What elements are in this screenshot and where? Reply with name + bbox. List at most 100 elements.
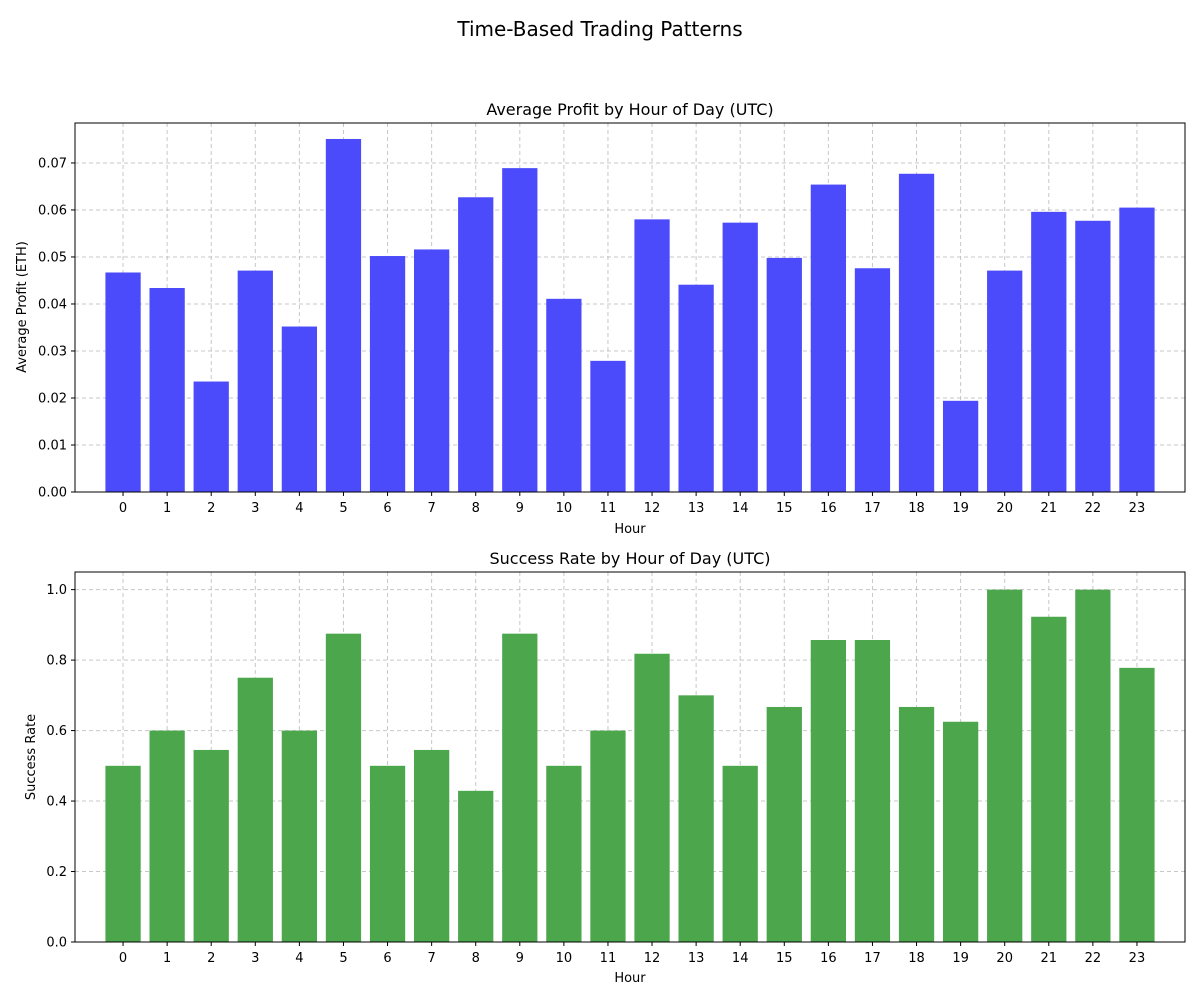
success-rate-bar-hour-16	[810, 640, 847, 942]
profit-ticks: 0 1 2 3 4 5 6 7 8 9 10 11 12 13 14 15 16 17 18 19 20 21 22 230.…	[38, 156, 1145, 516]
success-rate-y-tick-label: 0.2	[46, 865, 67, 880]
profit-bar-hour-22	[1075, 220, 1111, 492]
success-rate-x-axis-label: Hour	[614, 971, 646, 986]
profit-y-tick-label: 0.01	[38, 438, 67, 453]
profit-bars	[105, 138, 1155, 493]
success-rate-bar-hour-14	[722, 765, 758, 942]
profit-x-axis-label: Hour	[614, 522, 646, 537]
profit-bar-hour-17	[854, 268, 891, 492]
success-rate-bar-hour-6	[369, 765, 406, 942]
success-rate-x-tick-label: 17	[864, 951, 881, 966]
success-rate-y-axis-label: Success Rate	[24, 714, 39, 800]
success-rate-chart-title: Success Rate by Hour of Day (UTC)	[490, 549, 771, 568]
profit-y-tick-label: 0.00	[38, 486, 67, 501]
success-rate-y-tick-label: 0.8	[46, 654, 67, 669]
success-rate-y-tick-label: 1.0	[46, 583, 67, 598]
success-rate-x-tick-label: 18	[908, 951, 925, 966]
profit-bar-hour-13	[678, 284, 714, 492]
success-rate-x-tick-label: 7	[427, 951, 435, 966]
profit-chart-title: Average Profit by Hour of Day (UTC)	[486, 100, 773, 119]
profit-bar-hour-8	[458, 197, 494, 492]
success-rate-bar-hour-12	[634, 653, 670, 942]
profit-x-tick-label: 4	[295, 501, 303, 516]
success-rate-bar-hour-0	[105, 765, 141, 942]
profit-x-tick-label: 22	[1085, 501, 1102, 516]
success-rate-x-tick-label: 11	[600, 951, 617, 966]
profit-x-tick-label: 18	[908, 501, 925, 516]
profit-bar-hour-11	[590, 360, 626, 492]
success-rate-x-tick-label: 5	[339, 951, 347, 966]
success-rate-x-tick-label: 14	[732, 951, 749, 966]
profit-x-tick-label: 7	[427, 501, 435, 516]
profit-x-tick-label: 6	[383, 501, 391, 516]
success-rate-x-tick-label: 1	[163, 951, 171, 966]
profit-bar-hour-10	[546, 298, 582, 492]
profit-bar-hour-9	[502, 168, 538, 493]
success-rate-bar-hour-21	[1031, 616, 1067, 942]
profit-x-tick-label: 5	[339, 501, 347, 516]
success-rate-axes-frame	[74, 571, 1186, 943]
profit-x-tick-label: 1	[163, 501, 171, 516]
success-rate-x-tick-label: 23	[1129, 951, 1146, 966]
profit-axes-frame	[74, 122, 1186, 493]
success-rate-x-tick-label: 0	[119, 951, 127, 966]
profit-bar-hour-1	[149, 287, 185, 492]
profit-bar-hour-4	[281, 326, 318, 492]
profit-bar-hour-2	[193, 381, 229, 492]
success-rate-bar-hour-1	[149, 730, 185, 942]
success-rate-y-tick-label: 0.4	[46, 795, 67, 810]
profit-x-tick-label: 2	[207, 501, 215, 516]
success-rate-x-tick-label: 8	[472, 951, 480, 966]
success-rate-x-tick-label: 19	[952, 951, 969, 966]
profit-bar-hour-15	[766, 257, 802, 492]
profit-x-tick-label: 12	[644, 501, 661, 516]
profit-bar-hour-7	[413, 249, 450, 492]
profit-bar-hour-21	[1031, 211, 1067, 492]
success-rate-bar-hour-9	[502, 633, 538, 942]
profit-y-axis-label: Average Profit (ETH)	[15, 241, 30, 373]
profit-x-tick-label: 19	[952, 501, 969, 516]
profit-bar-hour-18	[898, 173, 935, 492]
profit-bar-hour-5	[325, 138, 362, 492]
profit-x-tick-label: 11	[600, 501, 617, 516]
success-rate-bar-hour-4	[281, 730, 318, 942]
success-rate-x-tick-label: 10	[556, 951, 573, 966]
success-rate-x-tick-label: 6	[383, 951, 391, 966]
success-rate-x-tick-label: 20	[996, 951, 1013, 966]
success-rate-bar-hour-7	[413, 749, 450, 942]
profit-bar-hour-19	[942, 400, 979, 492]
success-rate-x-tick-label: 13	[688, 951, 705, 966]
success-rate-x-tick-label: 3	[251, 951, 259, 966]
figure-title: Time-Based Trading Patterns	[456, 17, 742, 41]
profit-bar-hour-23	[1119, 207, 1155, 493]
success-rate-x-tick-label: 2	[207, 951, 215, 966]
profit-y-tick-label: 0.02	[38, 391, 67, 406]
profit-x-tick-label: 21	[1041, 501, 1058, 516]
profit-x-tick-label: 15	[776, 501, 793, 516]
profit-x-tick-label: 14	[732, 501, 749, 516]
success-rate-bar-hour-15	[766, 706, 802, 942]
profit-x-tick-label: 13	[688, 501, 705, 516]
profit-y-tick-label: 0.04	[38, 297, 67, 312]
success-rate-bar-hour-8	[458, 790, 494, 942]
profit-bar-hour-0	[105, 272, 141, 492]
profit-x-tick-label: 20	[996, 501, 1013, 516]
success-rate-bar-hour-13	[678, 695, 714, 942]
profit-y-tick-label: 0.03	[38, 344, 67, 359]
success-rate-bars	[105, 589, 1155, 942]
profit-x-tick-label: 17	[864, 501, 881, 516]
profit-y-tick-label: 0.05	[38, 250, 67, 265]
success-rate-x-tick-label: 16	[820, 951, 837, 966]
profit-bar-hour-3	[237, 270, 273, 492]
success-rate-bar-hour-17	[854, 640, 891, 942]
success-rate-y-tick-label: 0.0	[46, 936, 67, 951]
profit-x-tick-label: 16	[820, 501, 837, 516]
success-rate-bar-hour-10	[546, 765, 582, 942]
success-rate-y-tick-label: 0.6	[46, 724, 67, 739]
profit-y-tick-label: 0.07	[38, 156, 67, 171]
profit-bar-hour-14	[722, 222, 758, 492]
success-rate-bar-hour-20	[987, 589, 1023, 942]
success-rate-bar-hour-22	[1075, 589, 1111, 942]
